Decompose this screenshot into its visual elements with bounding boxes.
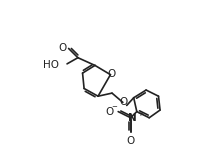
Text: O: O: [59, 44, 67, 53]
Text: O: O: [108, 69, 116, 79]
Text: N: N: [128, 113, 137, 123]
Text: O: O: [126, 136, 135, 146]
Text: HO: HO: [43, 60, 59, 70]
Text: O: O: [119, 97, 128, 107]
Text: O: O: [105, 107, 114, 117]
Text: −: −: [111, 104, 117, 110]
Text: +: +: [137, 111, 143, 117]
